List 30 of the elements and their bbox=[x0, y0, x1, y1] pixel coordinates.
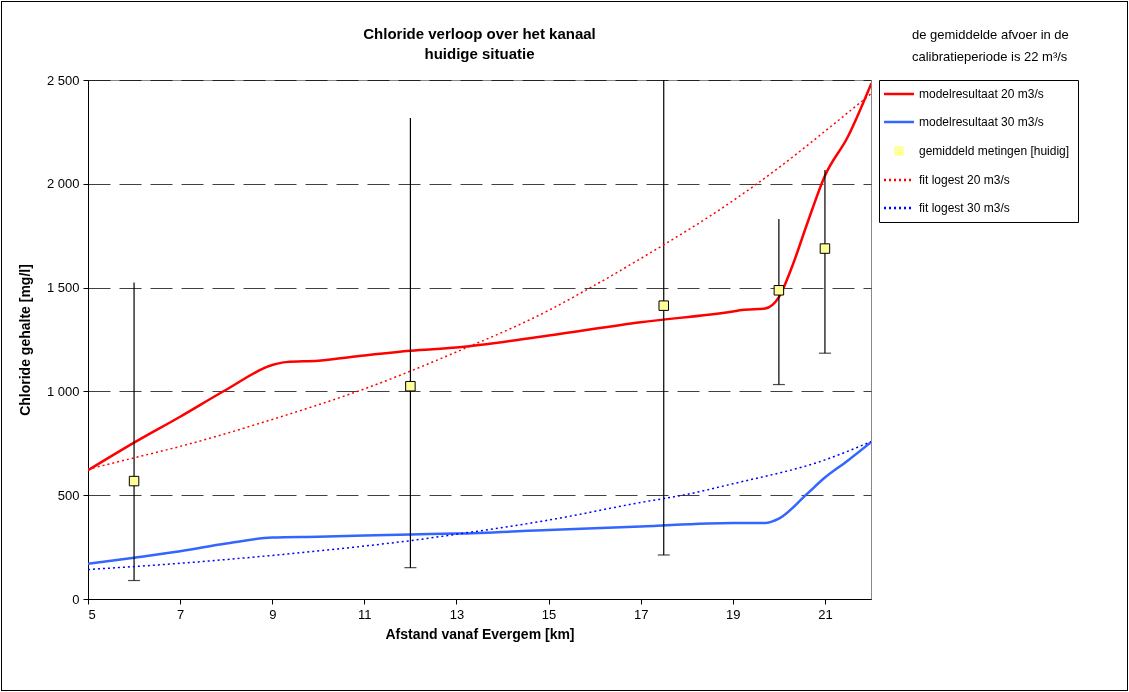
y-tick-label: 1 000 bbox=[46, 383, 80, 399]
x-tick-label: 7 bbox=[177, 606, 185, 622]
y-tick-label: 2 000 bbox=[46, 176, 80, 192]
legend-label: gemiddeld metingen [huidig] bbox=[919, 144, 1070, 158]
point bbox=[658, 300, 669, 311]
point bbox=[405, 380, 416, 392]
x-tick-label: 17 bbox=[633, 606, 649, 622]
x-tick-label: 19 bbox=[726, 606, 741, 622]
x-axis-title: Afstand vanaf Evergem [km] bbox=[385, 625, 575, 642]
y-tick-label: 0 bbox=[72, 591, 80, 607]
point bbox=[819, 243, 831, 254]
legend-label: fit logest 30 m3/s bbox=[919, 201, 1010, 215]
x-tick-label: 13 bbox=[449, 606, 465, 622]
y-tick-label: 2 500 bbox=[46, 72, 80, 88]
x-tick-label: 15 bbox=[541, 606, 557, 622]
y-tick-label: 500 bbox=[57, 487, 80, 503]
legend-label: fit logest 20 m3/s bbox=[919, 173, 1010, 187]
legend-label: modelresultaat 20 m3/s bbox=[919, 87, 1044, 101]
chart-subtitle: huidige situatie bbox=[424, 45, 535, 62]
y-axis-title: Chloride gehalte [mg/l] bbox=[16, 264, 33, 416]
x-tick-label: 9 bbox=[269, 606, 277, 622]
y-tick-label: 1 500 bbox=[46, 280, 80, 296]
x-tick-label: 5 bbox=[88, 606, 96, 622]
chart-title: Chloride verloop over het kanaal bbox=[363, 25, 596, 42]
point bbox=[773, 285, 785, 296]
x-tick-label: 21 bbox=[818, 606, 833, 622]
point bbox=[128, 475, 140, 487]
x-tick-label: 11 bbox=[358, 606, 372, 622]
text: de gemiddelde afvoer in de calibratieperiode is 22 m³/s bbox=[912, 26, 1070, 66]
legend-label: modelresultaat 30 m3/s bbox=[919, 115, 1044, 129]
